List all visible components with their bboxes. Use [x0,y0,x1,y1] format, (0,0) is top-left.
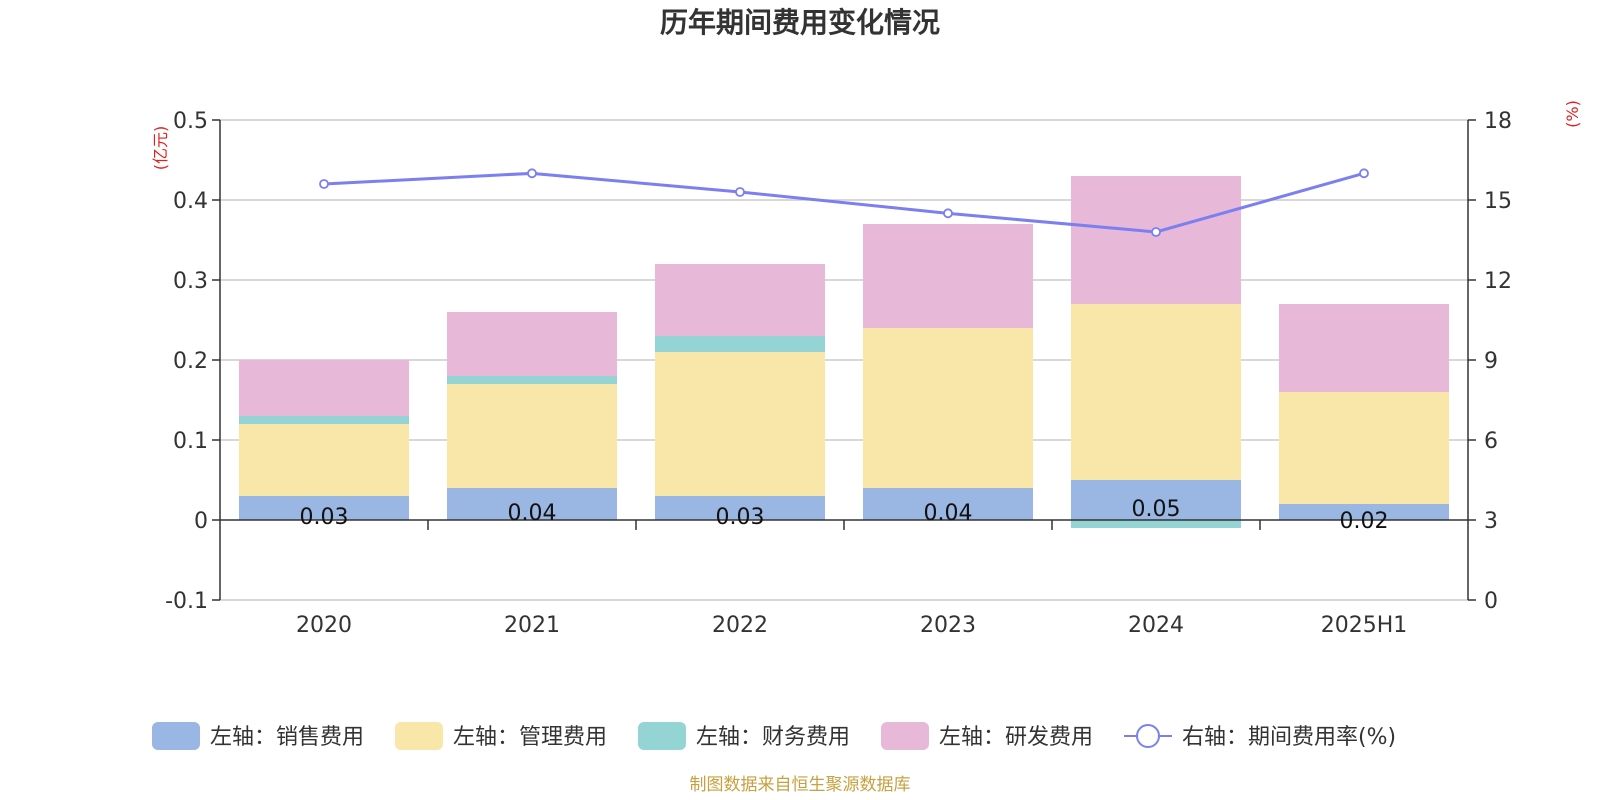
bar-segment [447,488,617,520]
legend: 左轴：销售费用 左轴：管理费用 左轴：财务费用 左轴：研发费用 右轴：期间费用率(%) [152,722,1396,750]
legend-point-swatch [1136,724,1160,748]
legend-item: 左轴：财务费用 [638,722,850,750]
bar-data-label: 0.03 [300,505,349,530]
x-tick-label: 2020 [296,613,352,638]
axes: 0.5 0.4 0.3 0.2 0.1 0 -0.1 18 15 12 9 6 3 0 (亿元) (%) 202… [151,100,1582,638]
left-tick-label: 0.4 [173,189,208,214]
legend-label: 左轴：销售费用 [210,725,364,750]
bar-data-label: 0.05 [1132,497,1181,522]
bar-segment [863,224,1033,328]
rate-point [943,208,953,219]
right-tick-label: 9 [1484,349,1498,374]
left-tick-label: 0.2 [173,349,208,374]
legend-swatch [152,722,200,750]
chart-title: 历年期间费用变化情况 [660,6,940,39]
bar-segment [1279,392,1449,504]
bar-segment [1279,504,1449,520]
bar-segment [1279,304,1449,392]
bar-segment [655,336,825,352]
x-tick-label: 2021 [504,613,560,638]
rate-line-path [323,171,1365,234]
bar-segment [655,264,825,336]
bar-data-label: 0.04 [508,501,557,526]
bar-segment [447,312,617,376]
bar-labels: 0.03 0.04 0.03 0.04 0.05 0.02 [300,497,1389,534]
rate-line [319,168,1369,237]
bar-segment [655,352,825,496]
bar-segment [1071,176,1241,304]
right-axis-unit: (%) [1563,100,1582,128]
left-axis-unit: (亿元) [151,126,170,171]
grid-lines [220,119,1468,601]
legend-item: 左轴：销售费用 [152,722,364,750]
legend-item: 左轴：研发费用 [881,722,1093,750]
right-tick-label: 18 [1484,109,1512,134]
legend-swatch [638,722,686,750]
source-text: 制图数据来自恒生聚源数据库 [690,775,911,795]
rate-point [527,168,537,179]
bar-segment [863,488,1033,520]
bar-segment [447,384,617,488]
x-tick-label: 2023 [920,613,976,638]
right-tick-label: 6 [1484,429,1498,454]
bar-segment [239,360,409,416]
bar-segment [239,496,409,520]
rate-point [1151,227,1161,237]
bar-segment [1071,480,1241,520]
bar-segment [447,376,617,384]
right-tick-label: 3 [1484,509,1498,534]
legend-label: 右轴：期间费用率(%) [1182,725,1396,750]
left-tick-label: 0.5 [173,109,208,134]
bar-segment [239,424,409,496]
x-tick-label: 2024 [1128,613,1184,638]
bar-data-label: 0.04 [924,501,973,526]
legend-swatch [395,722,443,750]
left-tick-label: -0.1 [165,589,208,614]
left-tick-label: 0 [194,509,208,534]
rate-point [735,187,745,197]
legend-label: 左轴：管理费用 [453,725,607,750]
left-tick-label: 0.3 [173,269,208,294]
bar-data-label: 0.03 [716,505,765,530]
rate-point [319,179,329,189]
legend-label: 左轴：研发费用 [939,725,1093,750]
x-tick-label: 2025H1 [1321,613,1408,638]
rate-point [1359,168,1369,179]
right-tick-label: 15 [1484,189,1512,214]
x-tick-label: 2022 [712,613,768,638]
legend-label: 左轴：财务费用 [696,725,850,750]
bar-segment [863,328,1033,488]
legend-item: 右轴：期间费用率(%) [1124,724,1396,750]
bar-data-label: 0.02 [1340,509,1389,534]
bar-segment [655,496,825,520]
bar-segment [1071,520,1241,528]
bars [239,176,1449,528]
bar-segment [239,416,409,424]
left-tick-label: 0.1 [173,429,208,454]
legend-item: 左轴：管理费用 [395,722,607,750]
legend-swatch [881,722,929,750]
right-tick-label: 0 [1484,589,1498,614]
right-tick-label: 12 [1484,269,1512,294]
bar-segment [1071,304,1241,480]
